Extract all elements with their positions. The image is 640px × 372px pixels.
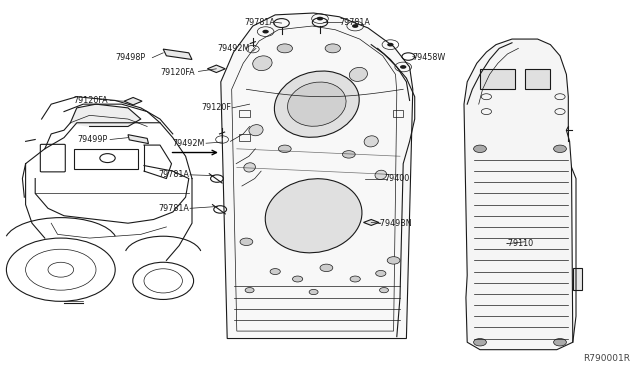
- Text: 79499P: 79499P: [77, 135, 108, 144]
- Circle shape: [320, 264, 333, 272]
- Polygon shape: [464, 39, 573, 350]
- Ellipse shape: [364, 136, 378, 147]
- Text: 79120FA: 79120FA: [73, 96, 108, 105]
- Text: 79492M: 79492M: [172, 139, 205, 148]
- Circle shape: [352, 24, 358, 28]
- Polygon shape: [163, 49, 192, 60]
- Circle shape: [262, 30, 269, 33]
- Circle shape: [387, 43, 394, 46]
- Text: R790001R: R790001R: [584, 354, 630, 363]
- Circle shape: [309, 289, 318, 295]
- Text: 79781A: 79781A: [158, 170, 189, 179]
- Circle shape: [342, 151, 355, 158]
- Bar: [239, 134, 250, 141]
- Circle shape: [325, 44, 340, 53]
- Bar: [239, 110, 250, 117]
- Text: 79400: 79400: [384, 174, 409, 183]
- Text: 79781A: 79781A: [244, 18, 275, 27]
- Circle shape: [400, 65, 406, 69]
- Ellipse shape: [265, 179, 362, 253]
- Text: -7949BN: -7949BN: [378, 219, 412, 228]
- Ellipse shape: [244, 163, 255, 172]
- Ellipse shape: [287, 82, 346, 126]
- Circle shape: [350, 276, 360, 282]
- Ellipse shape: [375, 170, 387, 179]
- Ellipse shape: [253, 56, 272, 71]
- Text: 79458W: 79458W: [413, 53, 446, 62]
- Circle shape: [554, 145, 566, 153]
- Circle shape: [270, 269, 280, 275]
- Bar: [393, 110, 403, 117]
- Polygon shape: [364, 219, 379, 225]
- Circle shape: [474, 145, 486, 153]
- Polygon shape: [128, 135, 148, 144]
- Text: 79498P: 79498P: [116, 53, 146, 62]
- Ellipse shape: [275, 71, 359, 137]
- Circle shape: [474, 339, 486, 346]
- Bar: [74, 149, 138, 169]
- Ellipse shape: [249, 125, 263, 136]
- Circle shape: [240, 238, 253, 246]
- Polygon shape: [221, 13, 413, 339]
- Ellipse shape: [349, 67, 367, 81]
- Text: 79781A: 79781A: [339, 18, 370, 27]
- Circle shape: [376, 270, 386, 276]
- Text: -79110: -79110: [506, 239, 534, 248]
- Circle shape: [245, 288, 254, 293]
- Text: 79492M: 79492M: [217, 44, 250, 53]
- Circle shape: [278, 145, 291, 153]
- Polygon shape: [207, 65, 225, 73]
- Bar: [480, 69, 515, 89]
- Polygon shape: [70, 104, 141, 126]
- Polygon shape: [124, 97, 142, 105]
- Circle shape: [387, 257, 400, 264]
- Circle shape: [554, 339, 566, 346]
- Text: 79781A: 79781A: [158, 204, 189, 213]
- Polygon shape: [573, 268, 582, 290]
- Circle shape: [380, 288, 388, 293]
- Circle shape: [292, 276, 303, 282]
- Text: 79120FA: 79120FA: [161, 68, 195, 77]
- Circle shape: [277, 44, 292, 53]
- Circle shape: [317, 17, 323, 20]
- Bar: [525, 69, 550, 89]
- Text: 79120F: 79120F: [202, 103, 232, 112]
